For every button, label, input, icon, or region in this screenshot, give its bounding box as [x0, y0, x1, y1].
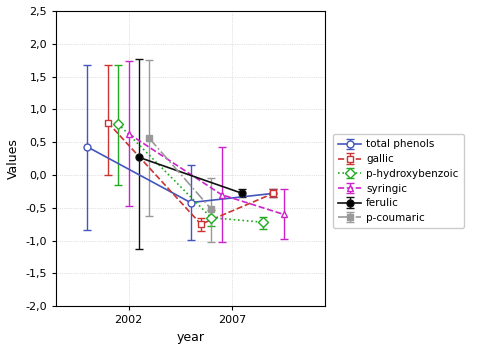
- Legend: total phenols, gallic, p-hydroxybenzoic, syringic, ferulic, p-coumaric: total phenols, gallic, p-hydroxybenzoic,…: [333, 134, 464, 228]
- X-axis label: year: year: [176, 331, 204, 344]
- Y-axis label: Values: Values: [7, 138, 20, 179]
